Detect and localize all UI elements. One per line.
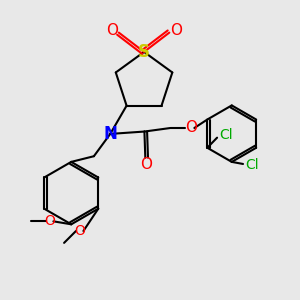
Text: N: N [103, 125, 117, 143]
Text: O: O [185, 121, 197, 136]
Text: O: O [44, 214, 55, 228]
Text: S: S [138, 43, 150, 61]
Text: O: O [170, 23, 182, 38]
Text: O: O [106, 23, 118, 38]
Text: O: O [74, 224, 85, 238]
Text: Cl: Cl [245, 158, 259, 172]
Text: Cl: Cl [219, 128, 233, 142]
Text: O: O [140, 157, 152, 172]
